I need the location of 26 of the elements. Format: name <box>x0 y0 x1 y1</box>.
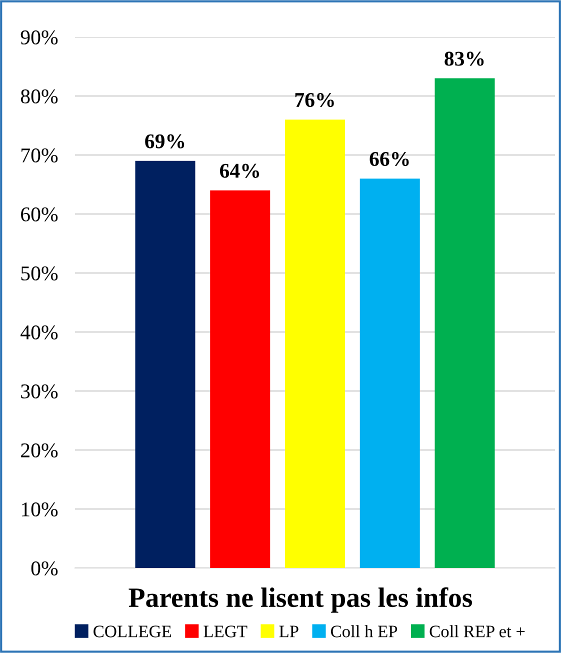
data-label: 69% <box>145 134 184 148</box>
text: Parents ne lisent pas les infos <box>128 587 472 613</box>
y-tick-label: 90% <box>20 30 58 44</box>
y-tick-label: 10% <box>22 502 58 516</box>
data-label: 76% <box>295 92 334 108</box>
y-tick-label: 0% <box>31 561 58 576</box>
legend-label: Coll h EP <box>331 625 398 638</box>
y-tick-label: 60% <box>21 207 58 222</box>
legend-label: Coll REP et + <box>430 625 525 638</box>
bar <box>434 78 495 568</box>
bar <box>285 120 345 568</box>
y-tick-label: 50% <box>21 266 58 280</box>
data-label: 66% <box>370 152 409 166</box>
legend-label: COLLEGE <box>94 626 172 638</box>
data-label: 83% <box>444 52 484 66</box>
legend-label: LEGT <box>204 626 248 638</box>
legend-label: LP <box>279 626 298 638</box>
y-tick-label: 70% <box>22 148 58 162</box>
y-tick-label: 40% <box>20 325 58 340</box>
data-label: 64% <box>220 164 259 178</box>
y-tick-label: 80% <box>20 89 58 104</box>
bar <box>135 160 196 568</box>
y-tick-label: 20% <box>21 443 58 458</box>
bar <box>210 190 270 568</box>
y-tick-label: 30% <box>21 384 58 398</box>
bar <box>360 178 420 568</box>
